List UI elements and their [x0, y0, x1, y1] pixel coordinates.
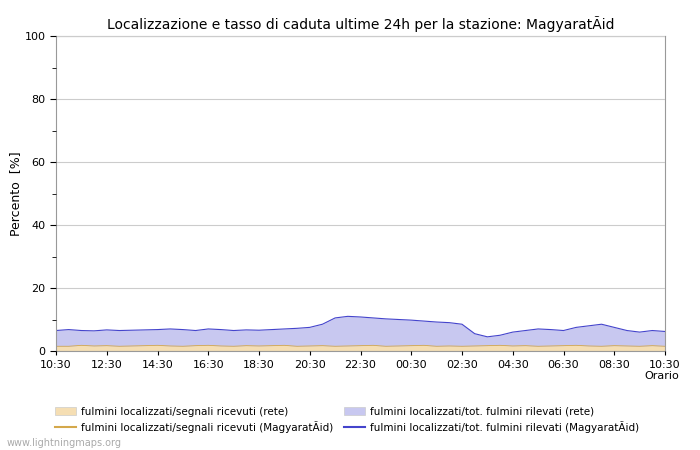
Legend: fulmini localizzati/segnali ricevuti (rete), fulmini localizzati/segnali ricevut: fulmini localizzati/segnali ricevuti (re… — [55, 407, 639, 433]
Y-axis label: Percento  [%]: Percento [%] — [9, 151, 22, 236]
Title: Localizzazione e tasso di caduta ultime 24h per la stazione: MagyaratÃid: Localizzazione e tasso di caduta ultime … — [106, 16, 615, 32]
Text: Orario: Orario — [644, 371, 679, 381]
Text: www.lightningmaps.org: www.lightningmaps.org — [7, 438, 122, 448]
